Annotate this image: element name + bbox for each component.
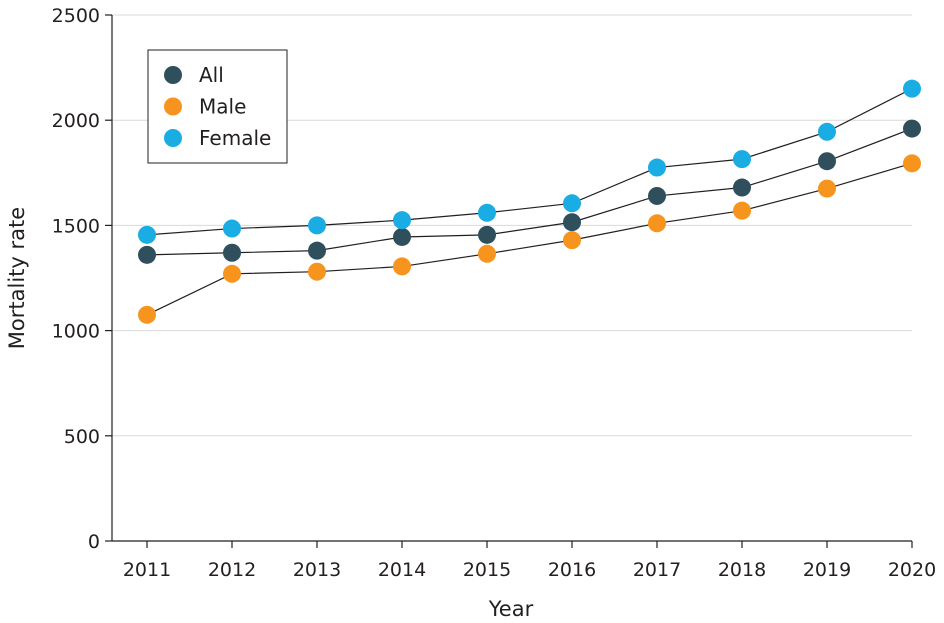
legend: All Male Female <box>147 49 288 164</box>
legend-label-female: Female <box>199 126 271 150</box>
legend-label-all: All <box>199 63 224 87</box>
x-tick-label: 2016 <box>548 559 596 581</box>
data-point-male <box>478 244 496 263</box>
y-tick-label: 2000 <box>52 110 100 132</box>
data-point-male <box>648 214 666 233</box>
axes <box>105 14 913 548</box>
data-point-female <box>478 203 496 222</box>
y-tick-labels: 0 500 1000 1500 2000 2500 <box>52 5 100 553</box>
data-point-all <box>393 227 411 246</box>
y-tick-label: 1000 <box>52 321 100 343</box>
data-point-male <box>308 262 326 281</box>
legend-marker-male <box>164 97 182 116</box>
x-tick-label: 2019 <box>803 559 851 581</box>
data-point-all <box>223 243 241 262</box>
y-tick-label: 1500 <box>52 215 100 237</box>
data-point-male <box>733 201 751 220</box>
data-point-all <box>138 245 156 264</box>
data-point-female <box>223 219 241 238</box>
data-point-female <box>393 211 411 230</box>
data-point-male <box>563 231 581 250</box>
x-tick-label: 2014 <box>378 559 426 581</box>
x-tick-label: 2017 <box>633 559 681 581</box>
y-axis-label: Mortality rate <box>5 207 29 349</box>
data-point-male <box>393 257 411 276</box>
data-point-female <box>648 158 666 177</box>
data-point-female <box>818 122 836 141</box>
series-line-male <box>146 162 913 316</box>
legend-marker-female <box>164 129 182 147</box>
data-point-female <box>308 216 326 235</box>
data-point-all <box>478 225 496 244</box>
y-tick-label: 2500 <box>52 5 100 27</box>
data-point-all <box>818 152 836 171</box>
data-point-male <box>223 264 241 283</box>
data-point-female <box>138 225 156 244</box>
data-point-all <box>648 186 666 205</box>
series-line-all <box>146 128 913 256</box>
data-point-female <box>903 79 921 98</box>
x-tick-label: 2018 <box>718 559 766 581</box>
data-points <box>138 79 921 324</box>
x-tick-label: 2013 <box>293 559 341 581</box>
data-point-male <box>138 305 156 324</box>
data-point-all <box>903 119 921 138</box>
legend-marker-all <box>164 66 182 84</box>
x-tick-labels: 2011 2012 2013 2014 2015 2016 2017 2018 2019 2020 <box>123 559 936 581</box>
x-tick-label: 2011 <box>123 559 171 581</box>
series-lines <box>146 88 913 316</box>
data-point-female <box>563 194 581 213</box>
data-point-female <box>733 150 751 169</box>
x-tick-label: 2020 <box>888 559 936 581</box>
legend-label-male: Male <box>199 95 246 119</box>
x-tick-label: 2012 <box>208 559 256 581</box>
data-point-all <box>733 178 751 197</box>
series-line-female <box>146 88 913 236</box>
data-point-male <box>903 154 921 173</box>
x-axis-label: Year <box>488 597 534 621</box>
y-tick-label: 0 <box>88 531 100 553</box>
data-point-all <box>563 213 581 232</box>
x-tick-label: 2015 <box>463 559 511 581</box>
y-tick-label: 500 <box>64 426 100 448</box>
data-point-all <box>308 241 326 260</box>
data-point-male <box>818 179 836 198</box>
